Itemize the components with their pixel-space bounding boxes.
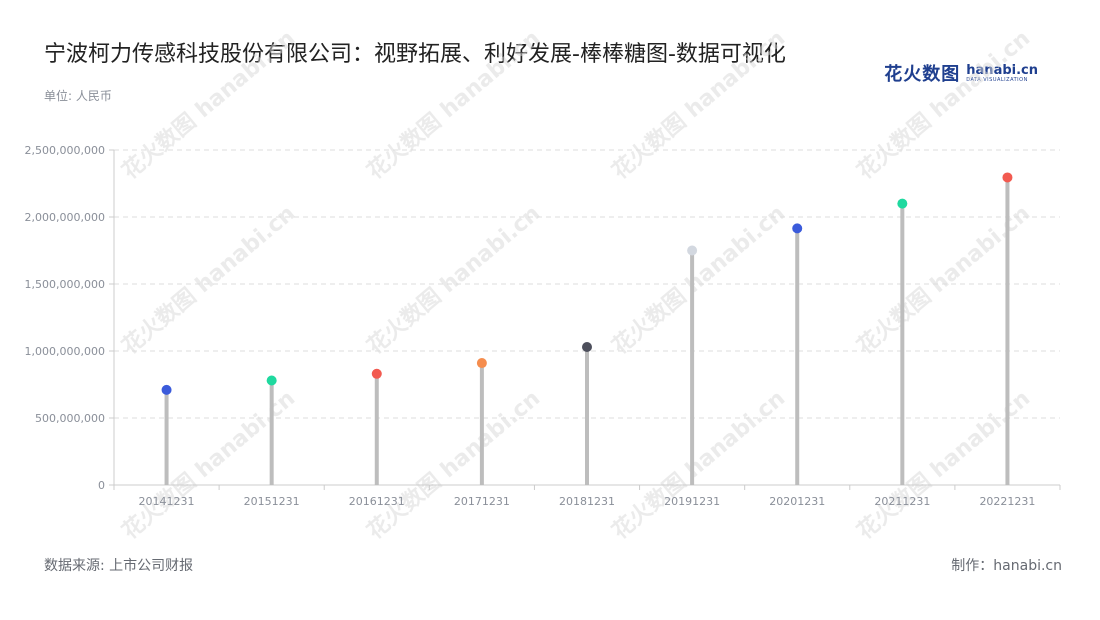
lollipop-dot [792,223,803,234]
watermark-text: 花火数图 hanabi.cn [117,200,300,359]
x-tick-label: 20201231 [769,495,825,508]
y-tick-label: 1,000,000,000 [25,345,105,358]
watermark-text: 花火数图 hanabi.cn [607,200,790,359]
lollipop-dot [687,245,698,256]
watermark-text: 花火数图 hanabi.cn [607,25,790,184]
watermark-text: 花火数图 hanabi.cn [852,25,1035,184]
x-axis: 20141231 20151231 20161231 20171231 20181231… [113,484,1061,508]
unit-label: 单位: 人民币 [44,89,112,103]
watermark-text: 花火数图 hanabi.cn [362,25,545,184]
x-tick-label: 20221231 [979,495,1035,508]
watermark-layer: 花火数图 hanabi.cn 花火数图 hanabi.cn 花火数图 hanabi.… [117,25,1035,544]
watermark-text: 花火数图 hanabi.cn [362,385,545,544]
lollipop-marks [161,172,1013,485]
x-tick-label: 20161231 [349,495,405,508]
watermark-text: 花火数图 hanabi.cn [362,200,545,359]
x-tick-label: 20141231 [139,495,195,508]
logo-sub-text: DATA VISUALIZATION [966,76,1028,83]
logo-en-block: hanabi.cn DATA VISUALIZATION [966,64,1038,83]
y-tick-label: 2,500,000,000 [25,144,105,157]
x-tick-label: 20151231 [244,495,300,508]
lollipop-dot [476,358,487,369]
maker-credit: 制作：hanabi.cn [951,558,1062,574]
y-axis: 0 500,000,000 1,000,000,000 1,500,000,000 2,… [25,144,115,492]
lollipop-dot [371,368,382,379]
logo-cn-text: 花火数图 [884,64,961,85]
lollipop-dot [1002,172,1013,183]
x-tick-label: 20181231 [559,495,615,508]
watermark-text: 花火数图 hanabi.cn [117,25,300,184]
logo-en-text: hanabi.cn [966,62,1038,78]
data-source: 数据来源: 上市公司财报 [44,558,194,574]
lollipop-dot [161,384,172,395]
y-tick-label: 1,500,000,000 [25,278,105,291]
lollipop-dot [582,341,592,352]
y-tick-label: 2,000,000,000 [25,211,105,224]
chart-title: 宁波柯力传感科技股份有限公司：视野拓展、利好发展-棒棒糖图-数据可视化 [44,42,786,67]
y-tick-label: 500,000,000 [35,412,105,425]
lollipop-dot [266,375,277,386]
watermark-text: 花火数图 hanabi.cn [607,385,790,544]
lollipop-dot [897,198,908,209]
brand-logo: 花火数图 hanabi.cn DATA VISUALIZATION [884,60,1038,86]
x-tick-label: 20171231 [454,495,510,508]
y-tick-label: 0 [98,479,105,492]
x-tick-label: 20191231 [664,495,720,508]
x-tick-label: 20211231 [874,495,930,508]
